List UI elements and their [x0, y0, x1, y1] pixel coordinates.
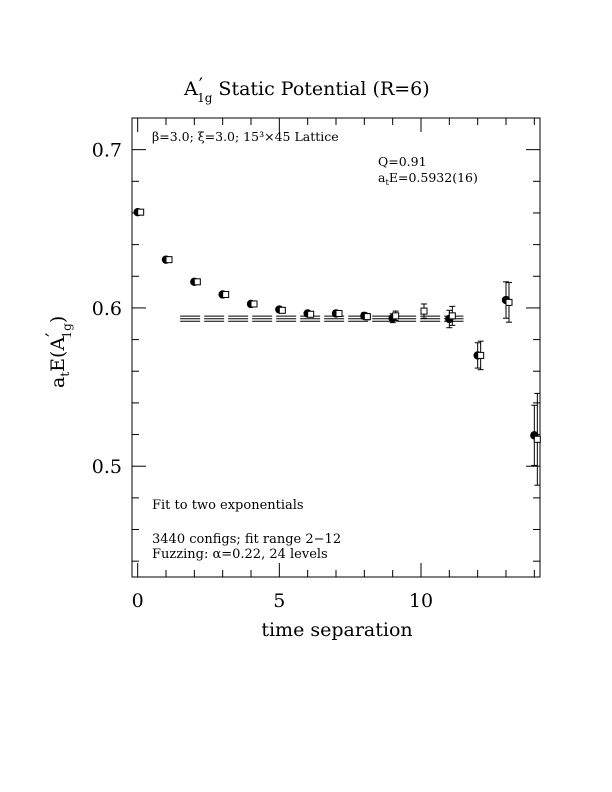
- y-axis-label-energy: E(A: [47, 337, 69, 372]
- note-fuzzing: Fuzzing: α=0.22, 24 levels: [152, 547, 328, 562]
- square-marker: [307, 310, 315, 318]
- data-point-square: [222, 290, 230, 298]
- fit-energy-main: a: [378, 170, 386, 185]
- square-marker: [363, 313, 371, 321]
- square-marker: [278, 306, 286, 314]
- square-marker: [392, 312, 400, 320]
- data-point-square: [505, 282, 513, 323]
- square-marker: [222, 290, 230, 298]
- data-point-square: [307, 310, 315, 318]
- square-marker: [250, 300, 258, 308]
- x-tick-label: 10: [409, 590, 433, 612]
- y-axis-label-sub: t: [58, 372, 72, 377]
- fit-q-label: Q=0.91: [378, 154, 427, 169]
- chart-title-sub: 1g: [197, 91, 213, 105]
- data-point-square: [477, 340, 485, 371]
- data-point-square: [137, 208, 145, 216]
- square-marker: [420, 307, 428, 315]
- axis-tick-labels: 0 5 10 0.5 0.6 0.7: [92, 140, 433, 612]
- data-point-square: [250, 300, 258, 308]
- square-marker: [477, 351, 485, 359]
- y-axis-label: atE(A′1g): [42, 316, 74, 388]
- square-marker: [137, 208, 145, 216]
- chart-title-prime: ′: [199, 74, 203, 96]
- y-tick-label: 0.5: [92, 456, 122, 478]
- data-point-square: [363, 312, 371, 321]
- data-points: [133, 207, 541, 486]
- data-point-square: [278, 306, 286, 314]
- y-axis-label-main: a: [47, 377, 69, 388]
- x-tick-label: 5: [273, 590, 285, 612]
- square-marker: [448, 312, 456, 320]
- lattice-label: β=3.0; ξ=3.0; 15³×45 Lattice: [152, 129, 339, 144]
- x-axis-label: time separation: [261, 619, 412, 641]
- y-axis-label-close: ): [47, 316, 69, 323]
- data-point-square: [193, 278, 201, 286]
- data-point-square: [533, 392, 541, 486]
- y-axis-label-prime: ′: [42, 333, 64, 337]
- data-point-square: [448, 305, 456, 326]
- square-marker: [193, 278, 201, 286]
- data-point-square: [392, 310, 400, 322]
- square-marker: [505, 298, 513, 306]
- square-marker: [335, 309, 343, 317]
- chart-title-main: A: [183, 78, 198, 100]
- square-marker: [533, 435, 541, 443]
- note-configs: 3440 configs; fit range 2−12: [152, 532, 341, 547]
- square-marker: [165, 256, 173, 264]
- fit-energy-label: atE=0.5932(16): [378, 170, 478, 188]
- chart-title: A′ 1g Static Potential (R=6): [183, 74, 430, 105]
- y-axis-label-sub2: 1g: [60, 323, 74, 339]
- data-point-square: [420, 303, 428, 319]
- data-point-square: [165, 256, 173, 264]
- data-point-square: [335, 309, 343, 317]
- chart-title-rest: Static Potential (R=6): [212, 78, 429, 100]
- y-tick-label: 0.7: [92, 140, 122, 162]
- fit-energy-rest: E=0.5932(16): [389, 170, 478, 185]
- y-tick-label: 0.6: [92, 298, 122, 320]
- fit-energy-sub: t: [385, 178, 389, 188]
- note-fit: Fit to two exponentials: [152, 498, 304, 513]
- axis-ticks: [132, 117, 540, 577]
- x-tick-label: 0: [132, 590, 144, 612]
